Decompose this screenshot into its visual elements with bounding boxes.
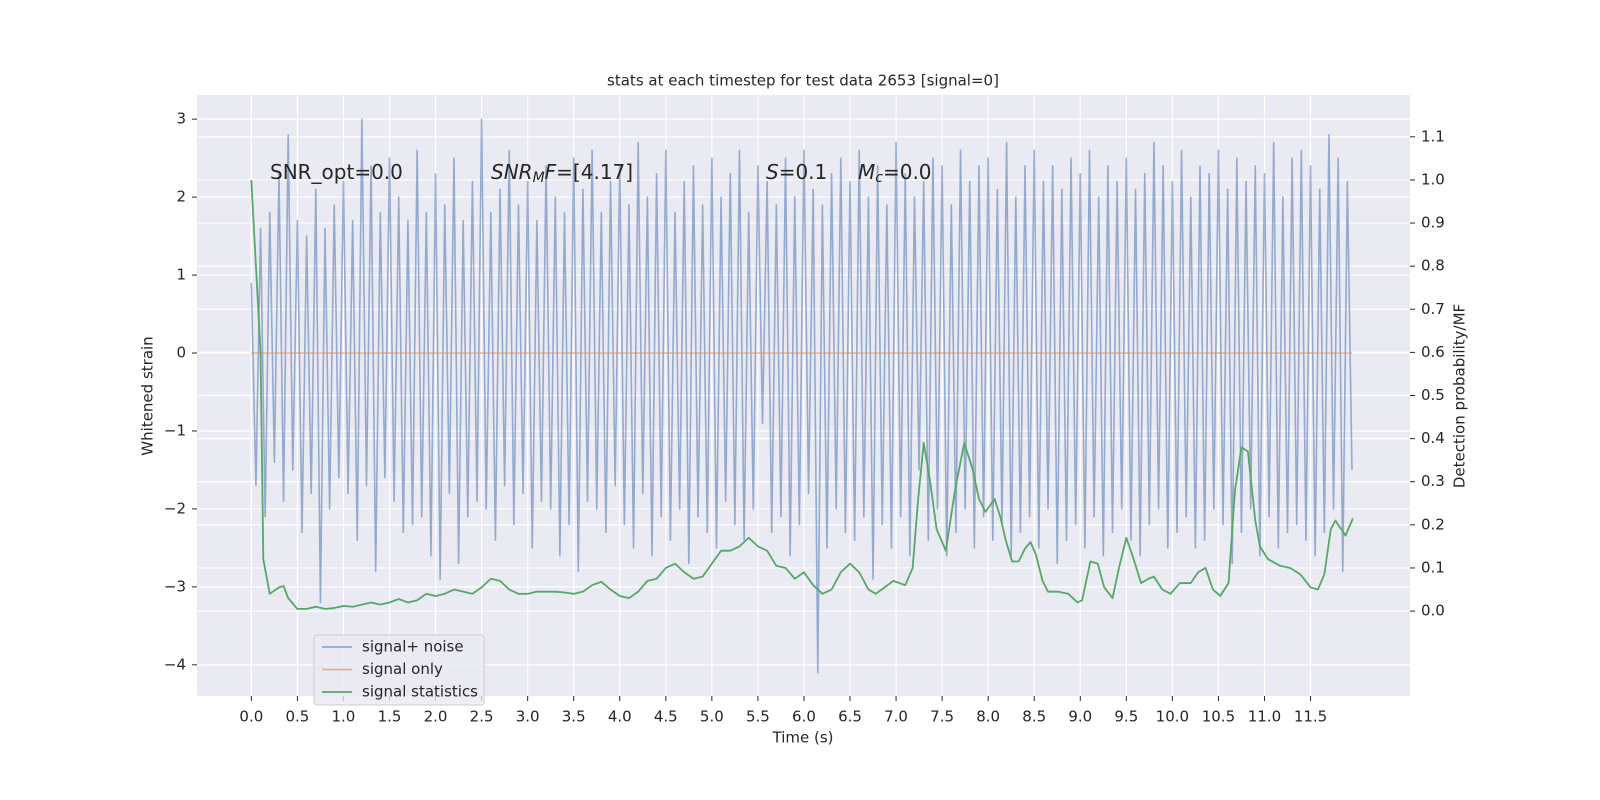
x-axis-label: Time (s) [772,729,834,747]
y2-tick-label: 0.0 [1421,602,1445,620]
y-tick-label: 0 [176,344,186,362]
legend-label: signal only [362,660,443,678]
annotation-part: =0.1 [779,160,828,184]
y2-tick-label: 0.4 [1421,429,1445,447]
x-tick-label: 4.5 [654,708,678,726]
annotation: SNR_opt=0.0 [270,160,403,184]
y-tick-label: 3 [176,110,186,128]
y-tick-label: 2 [176,188,186,206]
y-tick-label: −4 [164,655,186,673]
legend-label: signal+ noise [362,638,464,656]
x-tick-label: 0.5 [285,708,309,726]
x-tick-label: 9.0 [1068,708,1092,726]
y2-tick-label: 0.3 [1421,472,1445,490]
annotation-part: c [875,170,883,186]
x-tick-label: 3.0 [516,708,540,726]
series-line [250,179,1354,610]
annotation-part: M [533,170,545,186]
annotation-part: =0.0 [883,160,932,184]
y2-tick-label: 0.6 [1421,343,1445,361]
y-tick-label: −2 [164,499,186,517]
y2-tick-label: 0.9 [1421,214,1445,232]
x-tick-label: 10.5 [1202,708,1235,726]
y-tick-label: −1 [164,421,186,439]
x-tick-label: 0.0 [239,708,263,726]
y2-tick-label: 0.5 [1421,386,1445,404]
y2-tick-label: 1.1 [1421,127,1445,145]
y2-tick-label: 0.7 [1421,300,1445,318]
y-axis-label: Whitened strain [139,336,157,455]
annotation-part: SNR [491,160,533,184]
y2-tick-label: 0.2 [1421,515,1445,533]
legend-label: signal statistics [362,683,478,701]
x-tick-label: 3.5 [562,708,586,726]
x-tick-label: 6.0 [792,708,816,726]
annotation: SNRMF=[4.17] [491,160,633,187]
annotation: S=0.1 [766,160,827,184]
x-tick-label: 6.5 [838,708,862,726]
x-tick-label: 11.0 [1248,708,1281,726]
x-tick-label: 10.0 [1156,708,1189,726]
x-tick-label: 4.0 [608,708,632,726]
x-tick-label: 2.0 [424,708,448,726]
x-tick-label: 5.0 [700,708,724,726]
y2-tick-label: 1.0 [1421,170,1445,188]
x-tick-label: 7.5 [930,708,954,726]
y-tick-label: −3 [164,577,186,595]
annotation-part: F [545,160,557,184]
x-tick-label: 9.5 [1114,708,1138,726]
y2-tick-label: 0.1 [1421,558,1445,576]
annotation-part: =[4.17] [556,160,633,184]
marks [250,118,1354,674]
labels: 0.0 0.5 1.0 1.5 2.0 2.5 3.0 3.5 4.0 4.5 5.0 5.5 6.0 6… [164,110,1445,726]
x-tick-label: 5.5 [746,708,770,726]
x-tick-label: 1.5 [378,708,402,726]
annotation-part: M [858,160,875,184]
y2-axis-label: Detection probability/MF [1451,304,1469,488]
x-tick-label: 8.5 [1022,708,1046,726]
y-tick-label: 1 [176,266,186,284]
legend-box [313,634,485,706]
annotation-part: SNR_opt=0.0 [270,160,403,184]
x-tick-label: 2.5 [470,708,494,726]
x-tick-label: 8.0 [976,708,1000,726]
x-tick-label: 11.5 [1294,708,1327,726]
x-tick-label: 1.0 [332,708,356,726]
y2-tick-label: 0.8 [1421,257,1445,275]
x-tick-label: 7.0 [884,708,908,726]
annotation: Mc=0.0 [858,160,932,187]
series-line [250,118,1353,674]
chart-title: stats at each timestep for test data 265… [607,72,999,90]
annotation-part: S [766,160,779,184]
